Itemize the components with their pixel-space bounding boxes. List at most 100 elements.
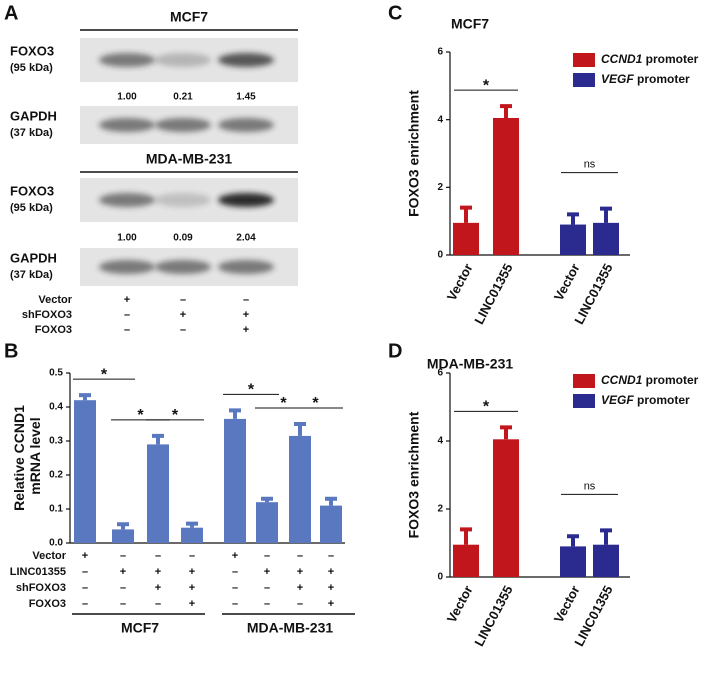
condition-mark: – — [124, 324, 130, 336]
x-tick-label: Vector — [444, 261, 476, 303]
error-bar — [186, 521, 198, 528]
blot-band — [99, 193, 155, 207]
condition-mark: – — [155, 550, 161, 562]
condition-mark: – — [82, 566, 88, 578]
error-bar — [229, 408, 241, 419]
condition-mark: – — [120, 598, 126, 610]
condition-label: Vector — [32, 550, 66, 562]
condition-label: LINC01355 — [10, 566, 66, 578]
x-tick-label: Vector — [551, 261, 583, 303]
blot-sublabel: (95 kDa) — [10, 202, 53, 214]
legend-label: VEGF promoter — [601, 72, 690, 86]
error-bar — [460, 205, 472, 223]
x-tick-label: Vector — [444, 583, 476, 625]
group-label: MDA-MB-231 — [247, 620, 334, 636]
blot-band — [99, 53, 155, 67]
blot-title: MDA-MB-231 — [146, 151, 233, 167]
y-tick-label: 0 — [437, 572, 443, 583]
blot-band — [155, 118, 211, 132]
band-value: 1.00 — [117, 92, 137, 103]
y-tick-label: 6 — [437, 47, 443, 58]
y-tick-label: 4 — [437, 436, 443, 447]
blot-label: FOXO3 — [10, 43, 54, 58]
legend-label: VEGF promoter — [601, 393, 690, 407]
condition-mark: – — [155, 598, 161, 610]
blot-sublabel: (95 kDa) — [10, 62, 53, 74]
blot-label: GAPDH — [10, 108, 57, 123]
bar — [112, 529, 134, 543]
error-bar — [152, 433, 164, 445]
group-label: MCF7 — [121, 620, 159, 636]
condition-mark: + — [189, 566, 195, 578]
condition-mark: – — [297, 550, 303, 562]
bar — [493, 439, 519, 577]
bar — [181, 527, 203, 543]
band-value: 1.00 — [117, 233, 137, 244]
significance-label: * — [312, 395, 319, 412]
blot-band — [99, 260, 155, 274]
y-tick-label: 0.0 — [49, 538, 63, 549]
band-value: 0.09 — [173, 233, 193, 244]
condition-label: Vector — [38, 294, 72, 306]
condition-mark: + — [243, 324, 249, 336]
blot-label: GAPDH — [10, 250, 57, 265]
condition-label: shFOXO3 — [16, 582, 66, 594]
panel-letter: A — [4, 2, 18, 24]
bar — [560, 546, 586, 577]
significance-label: ns — [584, 159, 596, 171]
bar — [147, 444, 169, 543]
condition-mark: + — [120, 566, 126, 578]
bar — [74, 400, 96, 543]
band-value: 0.21 — [173, 92, 193, 103]
error-bar — [325, 496, 337, 506]
error-bar — [117, 522, 129, 530]
panel-letter: D — [388, 340, 402, 362]
x-tick-label: LINC01355 — [471, 261, 515, 327]
condition-mark: – — [328, 550, 334, 562]
bar — [593, 222, 619, 255]
significance-label: * — [483, 77, 490, 94]
error-bar — [460, 527, 472, 545]
condition-mark: – — [82, 598, 88, 610]
condition-mark: – — [264, 550, 270, 562]
y-tick-label: 4 — [437, 114, 443, 125]
condition-mark: – — [180, 294, 186, 306]
condition-mark: + — [328, 598, 334, 610]
condition-mark: + — [155, 582, 161, 594]
y-axis-label: FOXO3 enrichment — [406, 411, 422, 538]
bar — [453, 544, 479, 577]
blot-title: MCF7 — [170, 9, 208, 25]
blot-band — [218, 53, 274, 67]
y-axis-label: Relative CCND1 mRNA level — [11, 405, 43, 511]
condition-mark: – — [120, 550, 126, 562]
y-tick-label: 0.2 — [49, 470, 63, 481]
condition-mark: – — [232, 582, 238, 594]
condition-mark: + — [297, 582, 303, 594]
y-tick-label: 0 — [437, 250, 443, 261]
significance-label: * — [483, 399, 490, 416]
x-tick-label: LINC01355 — [471, 583, 515, 649]
error-bar — [567, 212, 579, 225]
significance-label: * — [137, 407, 144, 424]
panel-letter: B — [4, 340, 18, 362]
condition-mark: + — [328, 582, 334, 594]
y-tick-label: 0.1 — [49, 504, 63, 515]
condition-mark: – — [82, 582, 88, 594]
chart-title: MCF7 — [451, 16, 489, 32]
condition-mark: – — [232, 598, 238, 610]
blot-band — [218, 260, 274, 274]
blot-sublabel: (37 kDa) — [10, 269, 53, 281]
y-tick-label: 0.3 — [49, 436, 63, 447]
condition-mark: – — [124, 309, 130, 321]
significance-label: ns — [584, 480, 596, 492]
condition-mark: – — [264, 582, 270, 594]
condition-mark: – — [243, 294, 249, 306]
bar — [560, 224, 586, 255]
significance-label: * — [172, 407, 179, 424]
condition-mark: + — [180, 309, 186, 321]
condition-mark: + — [189, 598, 195, 610]
blot-band — [155, 260, 211, 274]
bar — [256, 502, 278, 543]
y-tick-label: 2 — [437, 182, 443, 193]
